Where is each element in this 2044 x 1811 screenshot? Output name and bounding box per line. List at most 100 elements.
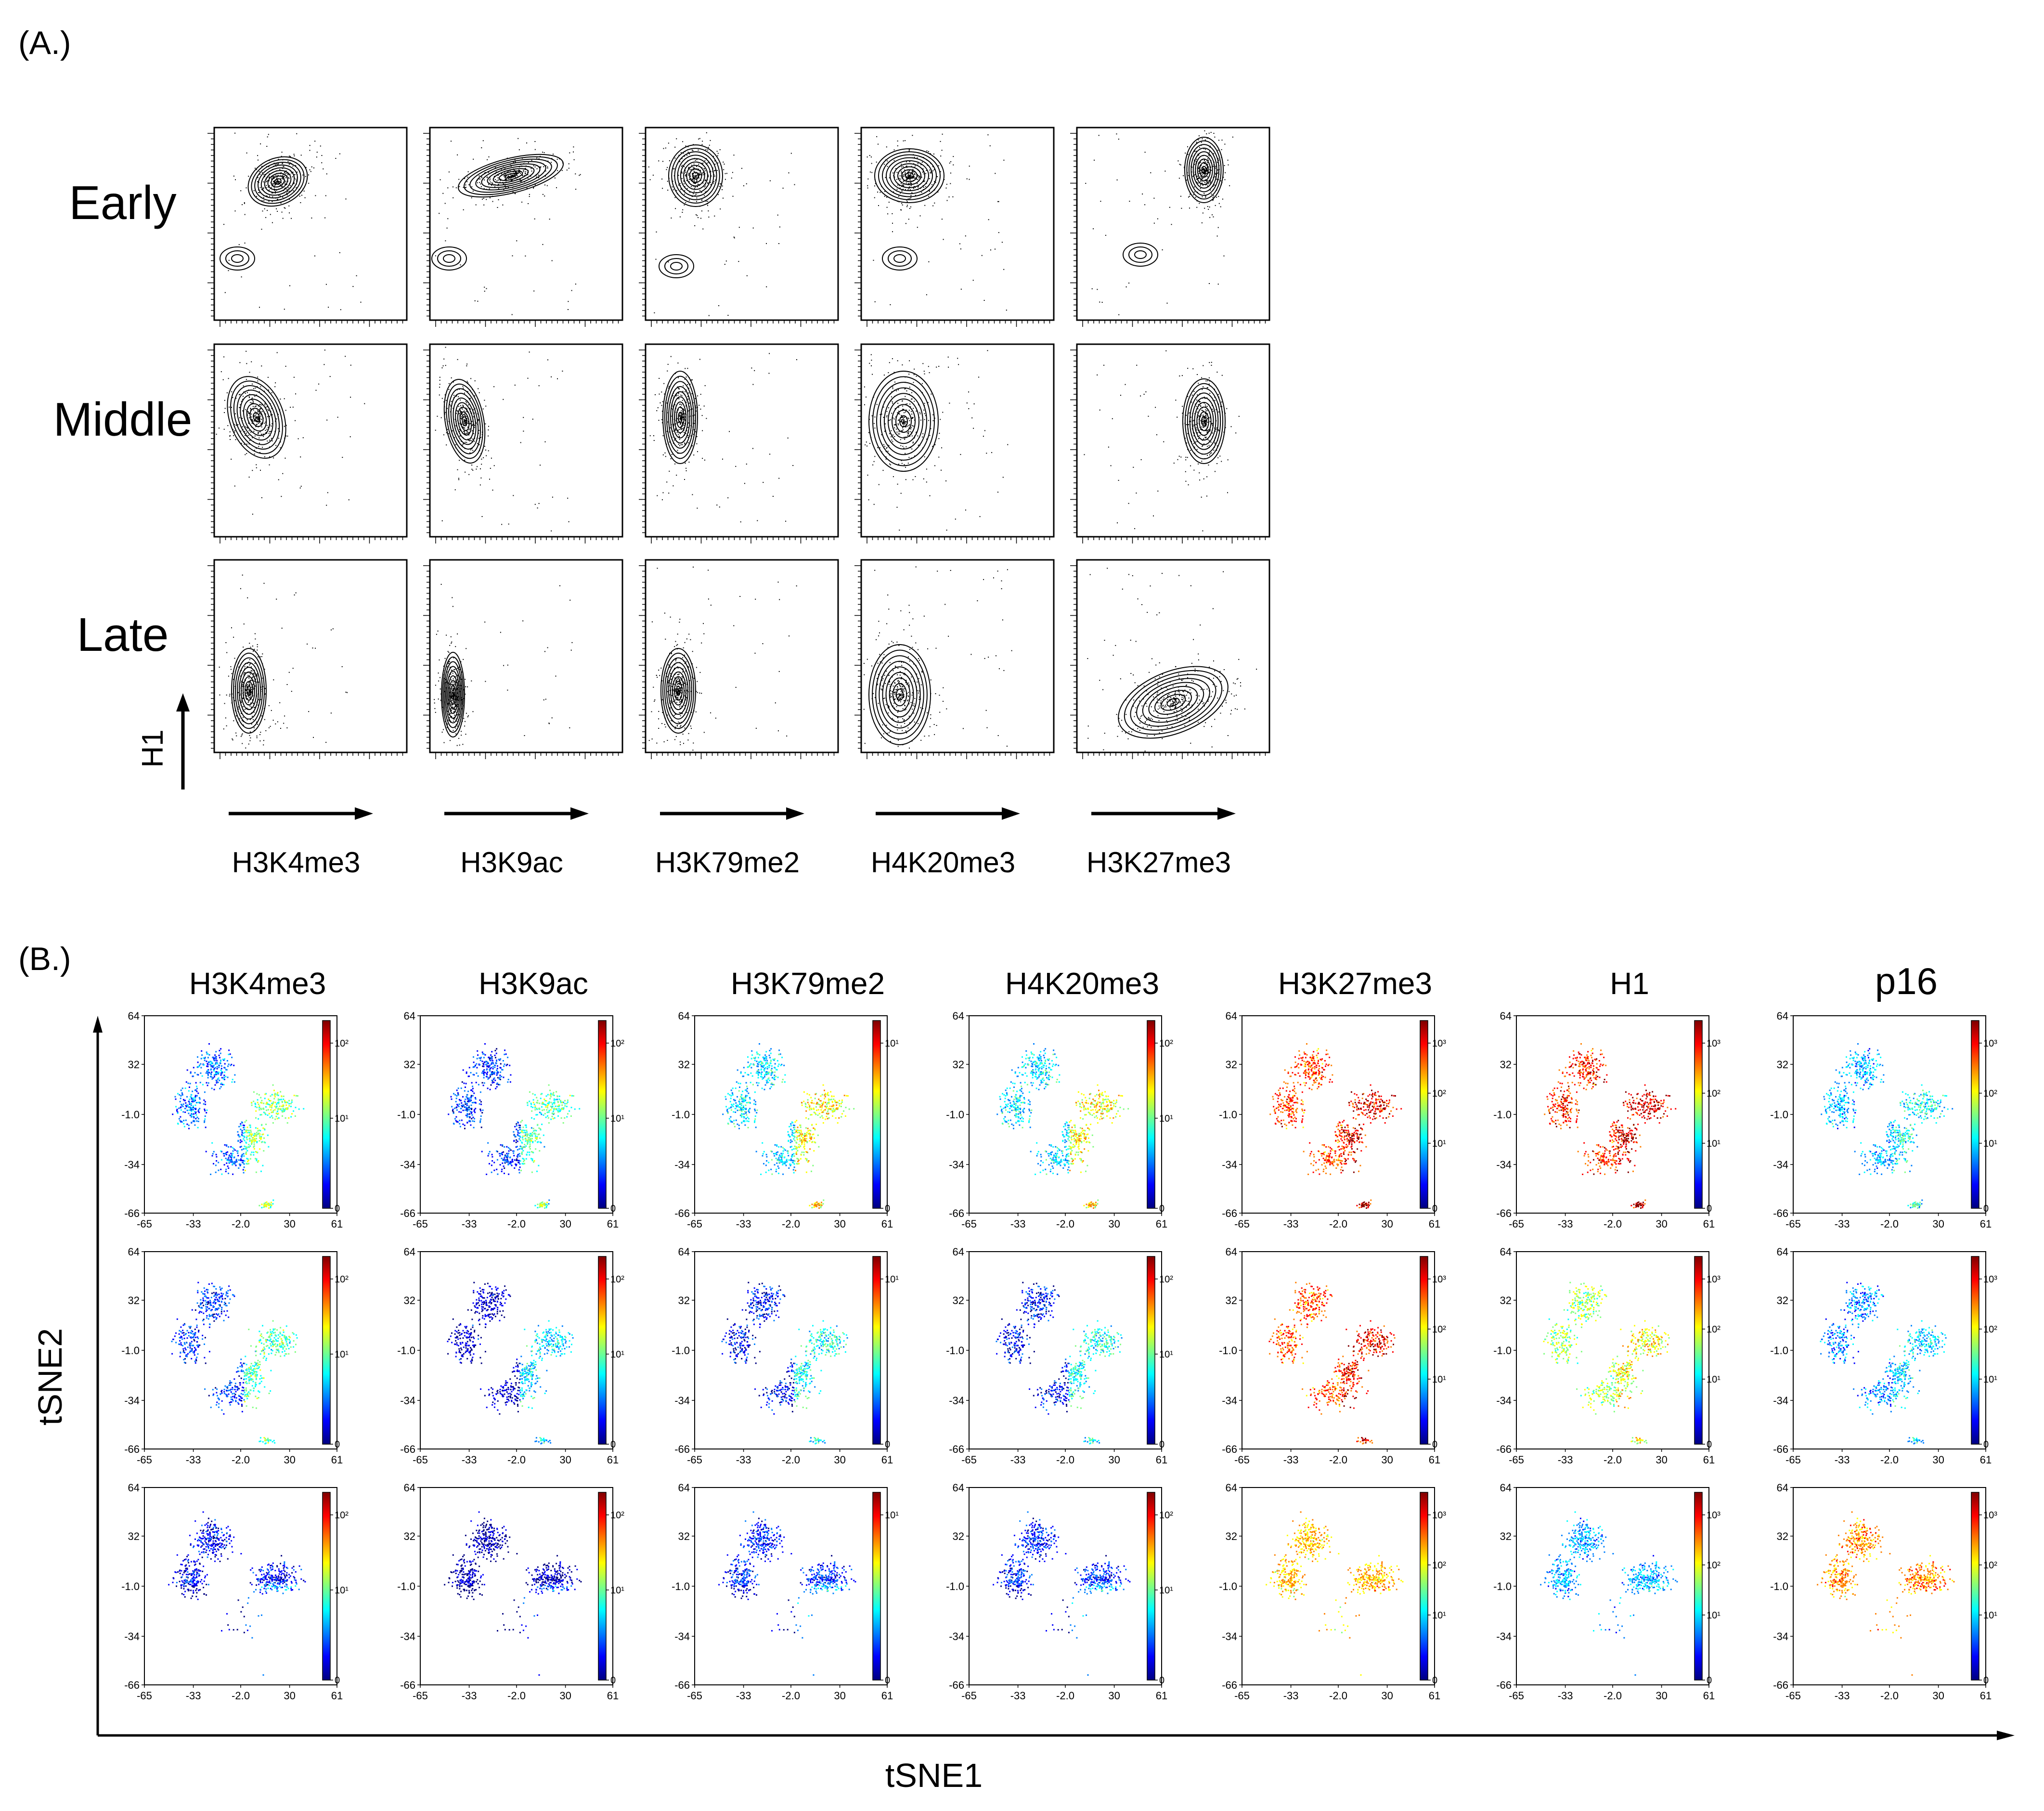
tsne-y-tick-2: -1.0 — [397, 1345, 415, 1357]
tsne-y-tick-4: -66 — [400, 1679, 415, 1691]
tsne-x-tick-1: -33 — [1283, 1218, 1299, 1230]
tsne-x-tick-3: 30 — [1108, 1690, 1120, 1702]
colorbar-tick-0: 10² — [1159, 1038, 1173, 1049]
tsne-x-tick-4: 61 — [1156, 1454, 1167, 1466]
tsne-y-tick-3: -34 — [1222, 1159, 1237, 1171]
tsne-x-tick-0: -65 — [1234, 1454, 1250, 1466]
tsne-plot-row1-p16: -65 64 -33 32 -2.0 -1.0 30 -34 61 -66 10³ 10² 10¹ 0 — [1770, 1010, 1997, 1230]
colorbar-tick-0: 10³ — [1707, 1274, 1721, 1285]
column-title-h3k4me3: H3K4me3 — [189, 966, 326, 1001]
colorbar-tick-1: 10¹ — [335, 1585, 349, 1596]
tsne-x-tick-1: -33 — [1835, 1218, 1850, 1230]
tsne-y-tick-4: -66 — [1773, 1207, 1788, 1219]
colorbar — [872, 1492, 881, 1681]
tsne-y-tick-2: -1.0 — [672, 1109, 690, 1121]
tsne-y-tick-3: -34 — [1496, 1630, 1512, 1643]
tsne-y-tick-4: -66 — [1222, 1443, 1237, 1455]
tsne-x-tick-3: 30 — [284, 1690, 295, 1702]
tsne-x-tick-4: 61 — [1703, 1218, 1715, 1230]
tsne-plot-row1-h3k79me2: -65 64 -33 32 -2.0 -1.0 30 -34 61 -66 10¹ 0 — [672, 1010, 899, 1230]
tsne-x-tick-0: -65 — [137, 1218, 152, 1230]
tsne-x-tick-2: -2.0 — [232, 1218, 250, 1230]
tsne-plot-row3-h3k4me3: -65 64 -33 32 -2.0 -1.0 30 -34 61 -66 10² 10¹ 0 — [121, 1482, 349, 1702]
tsne-plot-row1-h1: -65 64 -33 32 -2.0 -1.0 30 -34 61 -66 10³ 10² 10¹ 0 — [1493, 1010, 1721, 1230]
tsne-y-tick-2: -1.0 — [1770, 1580, 1788, 1592]
colorbar-tick-2: 10¹ — [1707, 1374, 1721, 1385]
colorbar-tick-3: 0 — [1432, 1439, 1437, 1450]
tsne-x-tick-3: 30 — [1381, 1454, 1393, 1466]
tsne-y-tick-3: -34 — [1773, 1395, 1788, 1407]
colorbar — [1971, 1492, 1979, 1681]
colorbar-tick-2: 10¹ — [1707, 1610, 1721, 1621]
tsne-plot-row2-h3k27me3: -65 64 -33 32 -2.0 -1.0 30 -34 61 -66 10³ 10² 10¹ 0 — [1219, 1246, 1446, 1466]
tsne-x-tick-3: 30 — [1656, 1218, 1667, 1230]
tsne-y-tick-4: -66 — [1773, 1443, 1788, 1455]
panel-a-label: (A.) — [18, 25, 71, 61]
colorbar-tick-0: 10² — [610, 1038, 624, 1049]
tsne-x-tick-1: -33 — [1558, 1690, 1573, 1702]
tsne-y-tick-4: -66 — [949, 1443, 964, 1455]
colorbar-tick-2: 0 — [1159, 1675, 1164, 1686]
colorbar-tick-1: 10¹ — [610, 1113, 624, 1124]
tsne-x-tick-2: -2.0 — [1056, 1454, 1074, 1466]
tsne-x-tick-2: -2.0 — [1329, 1690, 1347, 1702]
tsne-x-tick-0: -65 — [961, 1690, 977, 1702]
tsne-y-tick-0: 64 — [1226, 1010, 1237, 1022]
tsne-x-tick-4: 61 — [1703, 1690, 1715, 1702]
colorbar-tick-2: 10¹ — [1432, 1610, 1446, 1621]
panel-b-column-titles: H3K4me3 H3K9ac H3K79me2 H4K20me3 H3K27me3 H1 p… — [189, 960, 1938, 1002]
tsne-y-tick-2: -1.0 — [946, 1345, 964, 1357]
tsne-x-tick-2: -2.0 — [232, 1690, 250, 1702]
colorbar-tick-1: 10² — [1432, 1088, 1446, 1099]
colorbar-tick-0: 10¹ — [885, 1274, 899, 1285]
tsne-x-tick-4: 61 — [1429, 1690, 1440, 1702]
colorbar-tick-0: 10² — [335, 1274, 349, 1285]
colorbar — [872, 1020, 881, 1209]
x-axis-arrowhead-0 — [355, 807, 373, 820]
colorbar-tick-2: 0 — [335, 1675, 340, 1686]
colorbar — [598, 1256, 607, 1445]
colorbar-tick-1: 10² — [1983, 1560, 1997, 1571]
tsne-y-tick-4: -66 — [949, 1679, 964, 1691]
colorbar-tick-2: 0 — [610, 1203, 616, 1214]
tsne-y-tick-3: -34 — [1773, 1630, 1788, 1643]
tsne-plot-row3-p16: -65 64 -33 32 -2.0 -1.0 30 -34 61 -66 10³ 10² 10¹ 0 — [1770, 1482, 1997, 1702]
tsne-y-tick-3: -34 — [124, 1395, 140, 1407]
tsne-y-tick-3: -34 — [400, 1159, 415, 1171]
x-axis-arrowhead-2 — [786, 807, 804, 820]
tsne-y-tick-1: 32 — [404, 1530, 415, 1542]
tsne-x-tick-4: 61 — [1980, 1218, 1992, 1230]
colorbar-tick-0: 10³ — [1432, 1510, 1446, 1521]
colorbar-tick-1: 10² — [1432, 1324, 1446, 1335]
colorbar — [1694, 1020, 1703, 1209]
tsne-plot-row1-h3k9ac: -65 64 -33 32 -2.0 -1.0 30 -34 61 -66 10² 10¹ 0 — [397, 1010, 624, 1230]
colorbar-tick-1: 0 — [885, 1203, 890, 1214]
contour-plot-early-h3k27me3 — [1070, 127, 1270, 327]
colorbar-tick-0: 10² — [1159, 1510, 1173, 1521]
colorbar-tick-2: 10¹ — [1983, 1610, 1997, 1621]
colorbar-tick-2: 10¹ — [1432, 1374, 1446, 1385]
tsne-x-tick-2: -2.0 — [1880, 1454, 1899, 1466]
colorbar-tick-0: 10¹ — [885, 1510, 899, 1521]
tsne-y-tick-4: -66 — [1496, 1443, 1512, 1455]
tsne-x-tick-0: -65 — [1509, 1218, 1524, 1230]
tsne-y-tick-2: -1.0 — [946, 1109, 964, 1121]
tsne-y-tick-1: 32 — [1777, 1294, 1788, 1307]
colorbar — [322, 1256, 331, 1445]
column-title-h3k9ac: H3K9ac — [479, 966, 588, 1001]
colorbar-tick-3: 0 — [1432, 1203, 1437, 1214]
colorbar-tick-2: 0 — [610, 1675, 616, 1686]
column-title-h4k20me3: H4K20me3 — [1005, 966, 1159, 1001]
colorbar — [1971, 1256, 1979, 1445]
tsne-y-tick-1: 32 — [678, 1059, 690, 1071]
tsne-x-tick-0: -65 — [687, 1454, 702, 1466]
tsne-y-tick-0: 64 — [1500, 1246, 1512, 1258]
colorbar-tick-1: 10² — [1983, 1324, 1997, 1335]
colorbar-tick-2: 0 — [335, 1203, 340, 1214]
colorbar-tick-1: 0 — [885, 1675, 890, 1686]
tsne-y-tick-3: -34 — [124, 1630, 140, 1643]
tsne-x-tick-2: -2.0 — [1880, 1218, 1899, 1230]
row-label-early: Early — [69, 176, 176, 229]
contour-plot-late-h3k9ac — [423, 559, 623, 759]
tsne-x-tick-1: -33 — [1558, 1454, 1573, 1466]
